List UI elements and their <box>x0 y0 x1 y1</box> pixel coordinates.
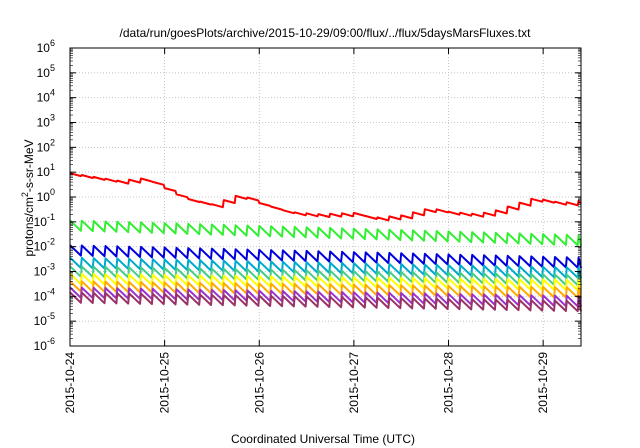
y-tick-exponent: 6 <box>50 38 55 48</box>
y-tick-exponent: -2 <box>47 237 55 247</box>
y-tick-base: 10 <box>37 116 51 130</box>
series-line <box>69 272 582 292</box>
y-tick-label: 106​ <box>37 38 55 55</box>
y-tick-label: 103​ <box>37 113 55 130</box>
y-tick-base: 10 <box>37 41 51 55</box>
y-tick-label: 10-3​ <box>34 262 55 279</box>
series-line <box>69 256 582 279</box>
series-line <box>69 291 582 313</box>
y-tick-base: 10 <box>37 66 51 80</box>
y-tick-label: 10-6​ <box>34 336 55 353</box>
y-tick-exponent: 3 <box>50 113 55 123</box>
x-axis-label: Coordinated Universal Time (UTC) <box>231 432 415 446</box>
y-axis-label-post: -s-sr-MeV <box>22 139 36 192</box>
x-tick-label: 2015-10-25 <box>158 352 172 414</box>
grid <box>70 48 581 346</box>
y-tick-label: 10-2​ <box>34 237 55 254</box>
y-tick-base: 10 <box>34 314 48 328</box>
y-tick-exponent: 1 <box>50 162 55 172</box>
y-tick-exponent: 4 <box>50 88 55 98</box>
x-tick-label: 2015-10-28 <box>442 352 456 414</box>
series-line <box>69 219 582 247</box>
y-tick-base: 10 <box>34 339 48 353</box>
y-tick-exponent: 2 <box>50 137 55 147</box>
series-line <box>69 244 582 269</box>
y-tick-exponent: -4 <box>47 286 55 296</box>
y-tick-label: 100​ <box>37 187 55 204</box>
y-tick-label: 101​ <box>37 162 55 179</box>
y-tick-exponent: 5 <box>50 63 55 73</box>
y-axis-label-pre: protons/cm <box>22 197 36 256</box>
y-tick-base: 10 <box>34 215 48 229</box>
y-tick-label: 10-1​ <box>34 212 55 229</box>
series-group <box>69 172 582 313</box>
x-ticks: 2015-10-24 2015-10-25 2015-10-26 2015-10-27… <box>63 48 550 413</box>
y-tick-base: 10 <box>37 165 51 179</box>
x-tick-label: 2015-10-29 <box>536 352 550 414</box>
y-tick-label: 105​ <box>37 63 55 80</box>
series-line <box>69 280 582 299</box>
y-tick-exponent: -3 <box>47 262 55 272</box>
y-ticks: 10-6​10-5​10-4​10-3​10-2​10-1​100​101​10… <box>34 38 581 353</box>
y-axis-label-sup: 2 <box>20 192 30 197</box>
y-tick-label: 10-4​ <box>34 286 55 303</box>
y-tick-label: 104​ <box>37 88 55 105</box>
y-tick-base: 10 <box>37 91 51 105</box>
y-tick-base: 10 <box>34 240 48 254</box>
y-axis-label: protons/cm2-s-sr-MeV <box>20 139 36 256</box>
series-line <box>69 172 582 222</box>
series-line <box>69 265 582 287</box>
x-tick-label: 2015-10-24 <box>63 352 77 414</box>
chart-title: /data/run/goesPlots/archive/2015-10-29/0… <box>120 26 532 40</box>
y-tick-base: 10 <box>37 140 51 154</box>
y-tick-base: 10 <box>37 190 51 204</box>
y-tick-exponent: -5 <box>47 311 55 321</box>
y-tick-label: 102​ <box>37 137 55 154</box>
y-tick-exponent: 0 <box>50 187 55 197</box>
y-tick-base: 10 <box>34 265 48 279</box>
y-tick-exponent: -6 <box>47 336 55 346</box>
y-tick-exponent: -1 <box>47 212 55 222</box>
y-tick-label: 10-5​ <box>34 311 55 328</box>
y-tick-base: 10 <box>34 289 48 303</box>
x-tick-label: 2015-10-26 <box>252 352 266 414</box>
x-tick-label: 2015-10-27 <box>347 352 361 414</box>
